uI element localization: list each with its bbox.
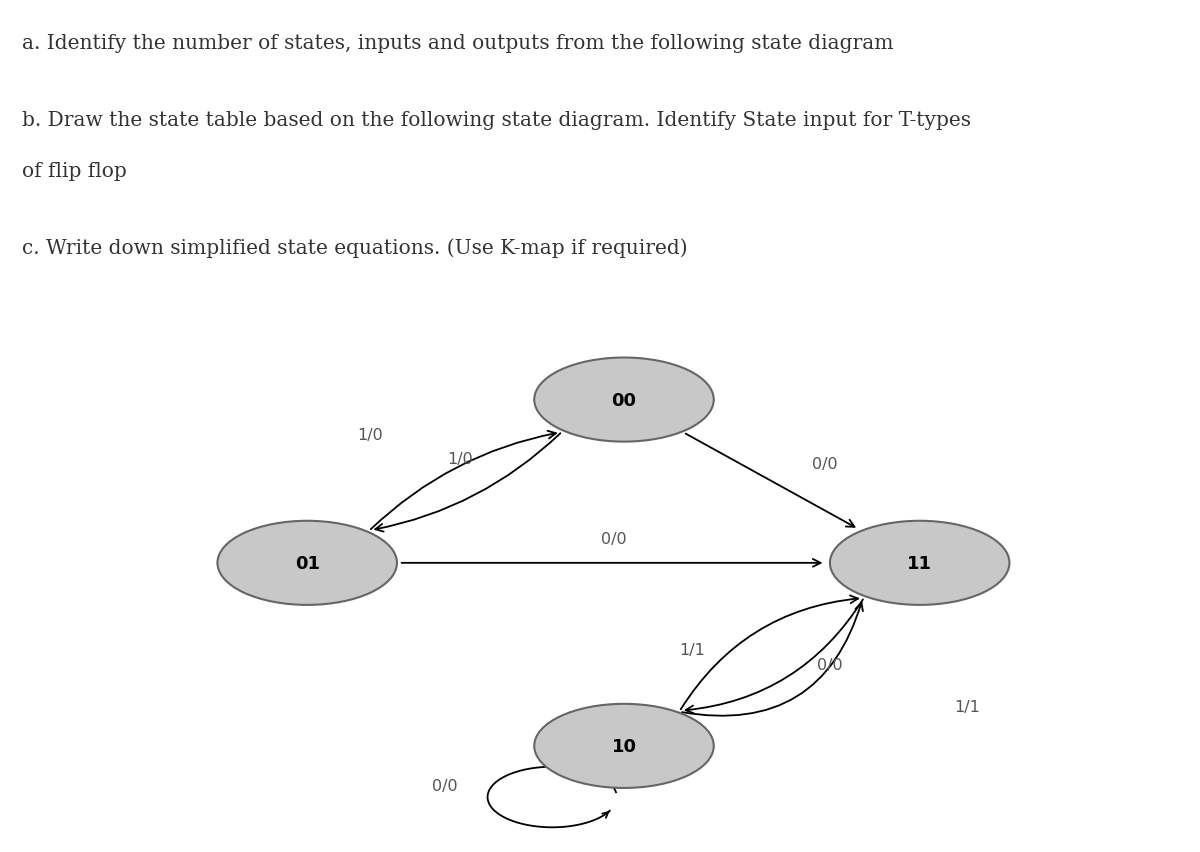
- Text: 0/0: 0/0: [432, 778, 457, 793]
- Text: 00: 00: [612, 391, 636, 409]
- Circle shape: [534, 704, 714, 788]
- FancyArrowPatch shape: [685, 435, 854, 527]
- Circle shape: [217, 521, 397, 605]
- Text: a. Identify the number of states, inputs and outputs from the following state di: a. Identify the number of states, inputs…: [22, 34, 893, 53]
- FancyArrowPatch shape: [685, 600, 863, 713]
- Text: 0/0: 0/0: [601, 531, 626, 546]
- Circle shape: [830, 521, 1009, 605]
- FancyArrowPatch shape: [682, 603, 863, 716]
- Text: 10: 10: [612, 737, 636, 755]
- Text: 0/0: 0/0: [817, 657, 842, 672]
- FancyArrowPatch shape: [680, 596, 858, 710]
- Text: c. Write down simplified state equations. (Use K-map if required): c. Write down simplified state equations…: [22, 239, 688, 258]
- Text: 1/0: 1/0: [448, 452, 473, 467]
- Text: 1/0: 1/0: [358, 427, 384, 442]
- FancyArrowPatch shape: [402, 559, 821, 567]
- Text: 1/1: 1/1: [679, 642, 706, 657]
- FancyArrowPatch shape: [376, 434, 560, 532]
- Text: b. Draw the state table based on the following state diagram. Identify State inp: b. Draw the state table based on the fol…: [22, 111, 971, 130]
- Circle shape: [534, 358, 714, 442]
- Text: 0/0: 0/0: [812, 457, 838, 472]
- FancyArrowPatch shape: [371, 431, 556, 530]
- Text: 01: 01: [295, 554, 319, 573]
- Text: 1/1: 1/1: [954, 699, 980, 714]
- Text: of flip flop: of flip flop: [22, 162, 126, 181]
- Text: 11: 11: [907, 554, 932, 573]
